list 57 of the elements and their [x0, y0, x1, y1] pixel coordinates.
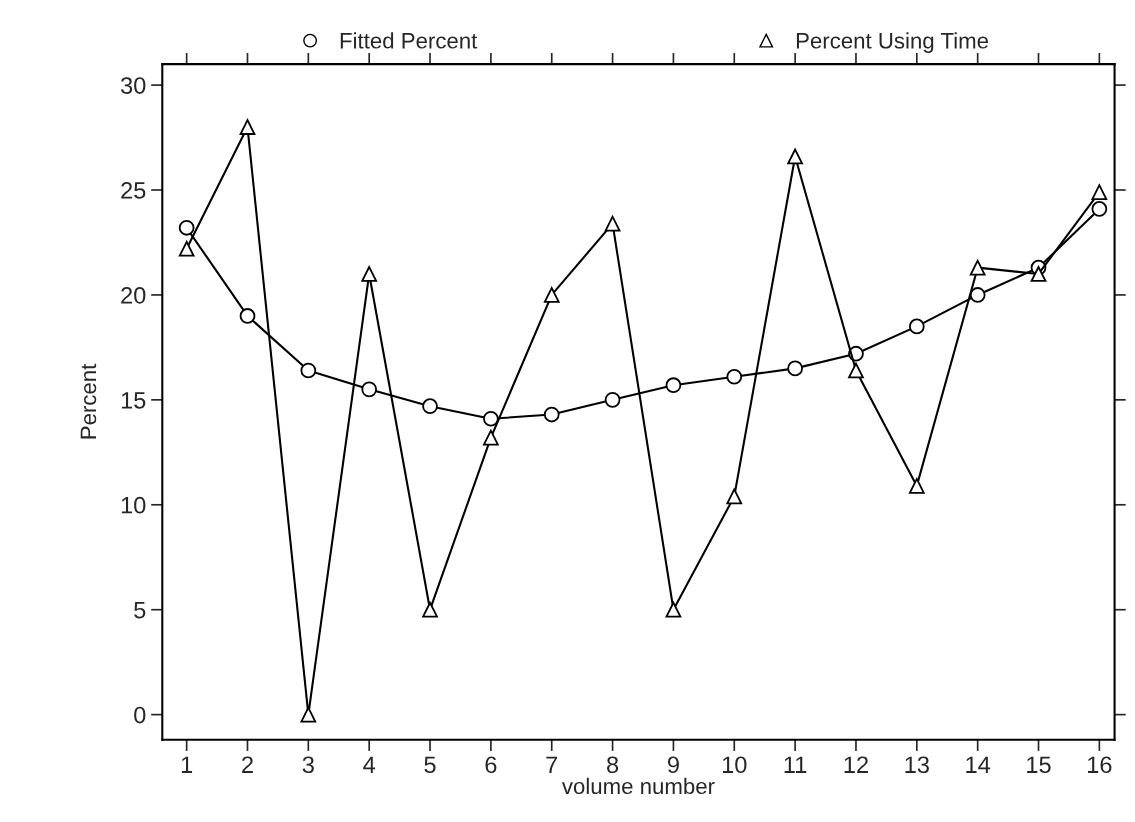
x-tick-label: 2 [242, 756, 253, 773]
x-tick-label: 11 [784, 756, 807, 773]
y-tick-label: 30 [120, 77, 146, 94]
y-tick-label: 25 [121, 182, 146, 199]
y-tick-label: 5 [134, 602, 146, 619]
point [665, 377, 682, 394]
x-tick-label: 10 [722, 756, 747, 774]
x-tick-label: 12 [844, 756, 868, 773]
point [787, 360, 803, 377]
point [787, 148, 803, 165]
point [543, 406, 560, 423]
point [300, 706, 317, 723]
x-tick-label: 7 [546, 756, 558, 773]
legend-label: Fitted Percent [340, 32, 478, 49]
point [726, 368, 743, 385]
point [1091, 201, 1108, 217]
x-tick-label: 5 [424, 756, 436, 774]
x-tick-label: 6 [485, 756, 497, 774]
point [300, 362, 317, 379]
point [422, 398, 438, 415]
x-tick-label: 1 [181, 756, 193, 773]
point [361, 266, 378, 282]
x-tick-label: 14 [966, 756, 991, 773]
point [1091, 184, 1108, 200]
legend-label: Percent Using Time [796, 32, 989, 53]
point [1030, 266, 1047, 282]
point [483, 429, 499, 446]
point [726, 488, 743, 505]
point [543, 287, 560, 303]
point [239, 308, 256, 324]
point [604, 215, 621, 232]
point [178, 240, 195, 257]
point [178, 219, 195, 236]
point [483, 410, 499, 427]
point [908, 318, 925, 335]
x-tick-label: 15 [1027, 756, 1051, 774]
y-tick-label: 10 [121, 496, 146, 514]
point [969, 287, 986, 303]
x-axis-title: volume number [561, 777, 715, 795]
point [848, 362, 864, 379]
y-tick-label: 15 [121, 392, 146, 409]
y-tick-label: 0 [134, 706, 146, 724]
point [604, 392, 621, 408]
point [239, 119, 256, 135]
x-tick-label: 3 [302, 756, 314, 774]
point [908, 478, 925, 494]
x-tick-label: 13 [905, 756, 929, 774]
x-tick-label: 8 [607, 756, 619, 774]
x-tick-label: 4 [363, 756, 376, 773]
point [361, 381, 378, 398]
x-tick-label: 9 [667, 756, 679, 774]
point [665, 601, 682, 618]
x-tick-label: 16 [1088, 756, 1112, 774]
point [969, 259, 986, 276]
point [422, 601, 438, 618]
y-axis-title: Percent [80, 363, 97, 439]
y-tick-label: 20 [121, 287, 146, 304]
